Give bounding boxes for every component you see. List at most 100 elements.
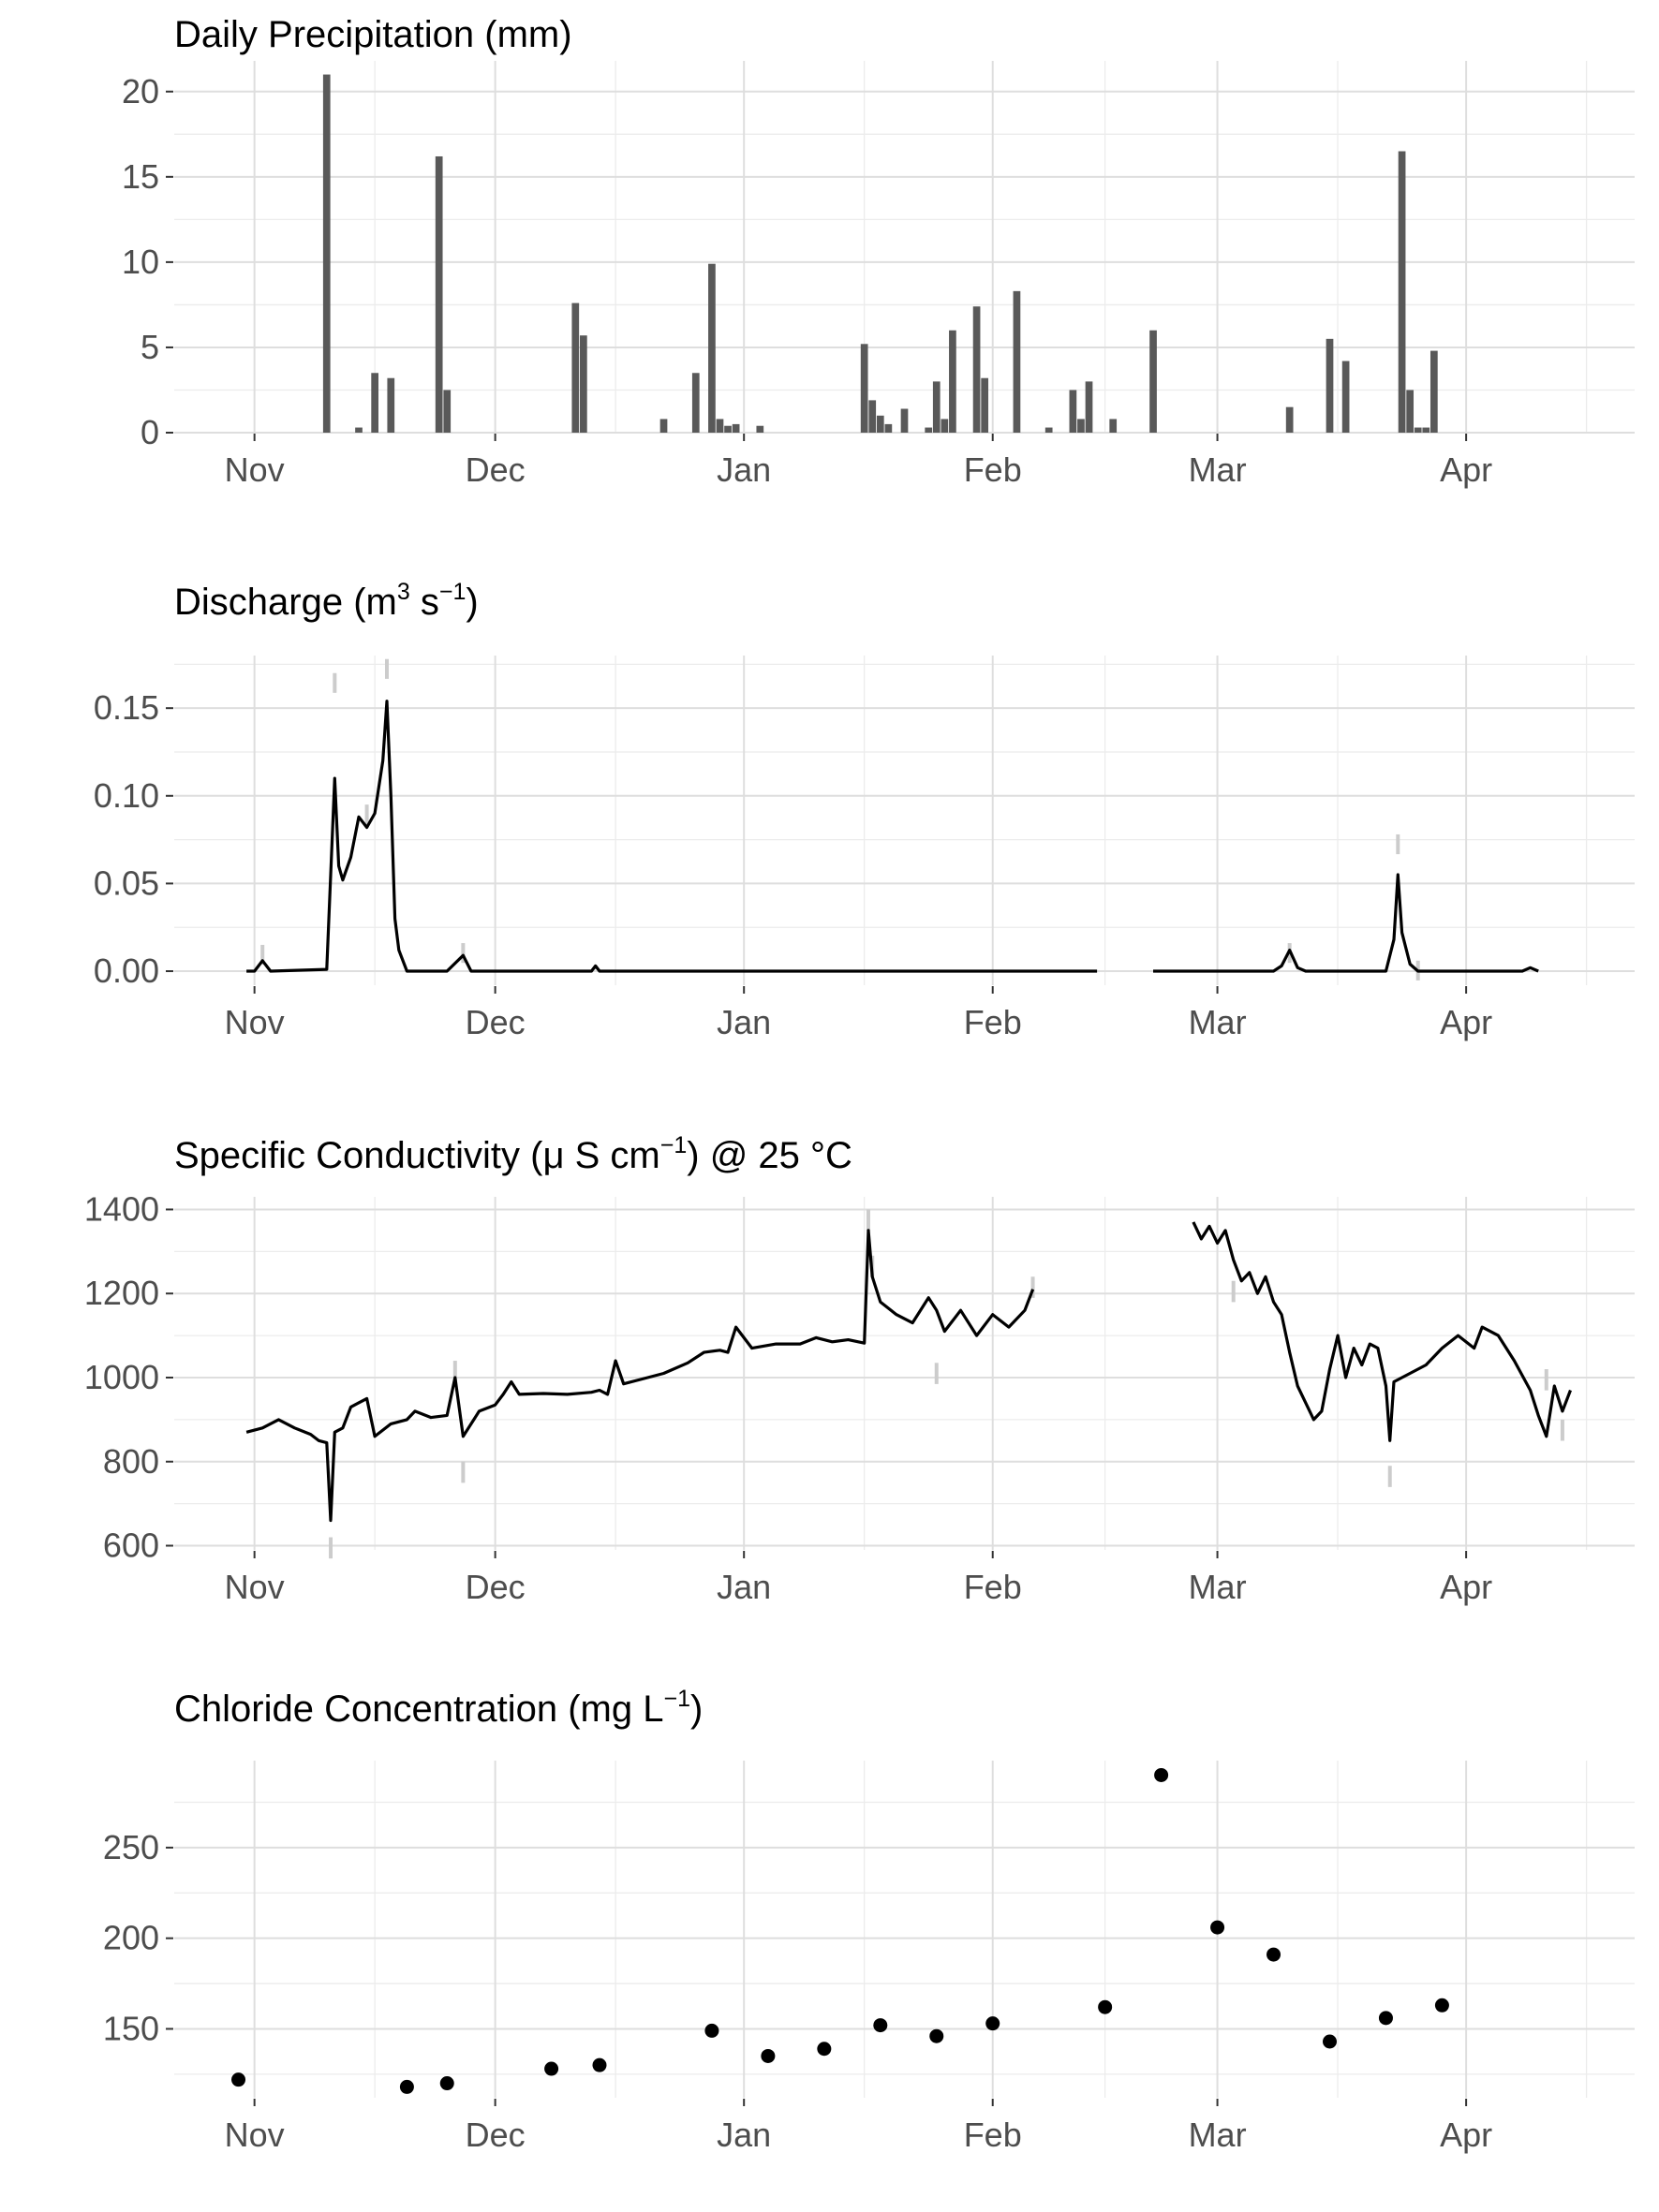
title-superscript: −1 (660, 1132, 688, 1158)
data-point (592, 2057, 607, 2072)
series-line (1153, 873, 1539, 973)
y-tick-label: 0.15 (94, 688, 159, 727)
precip-bar (1285, 406, 1294, 433)
precip-bar (972, 306, 981, 433)
y-tick-label: 5 (141, 328, 159, 366)
title-text: ) (466, 582, 478, 623)
precip-bar (941, 419, 949, 433)
y-tick-label: 0 (141, 413, 159, 451)
x-tick-label: Jan (717, 1003, 771, 1041)
x-tick-label: Nov (225, 1568, 285, 1606)
x-tick-label: Jan (717, 450, 771, 489)
grid (174, 656, 1635, 985)
precip-bar (443, 390, 452, 433)
data-marks (322, 74, 1438, 434)
series-line (1192, 1221, 1572, 1442)
data-point (1266, 1947, 1281, 1962)
title-text: Specific Conductivity (μ S cm (174, 1135, 660, 1176)
title-text: s (410, 582, 439, 623)
precip-bar (691, 373, 700, 433)
data-point (1378, 2011, 1393, 2026)
precip-bar (1341, 361, 1350, 433)
y-tick-label: 15 (122, 157, 159, 196)
y-tick-label: 0.10 (94, 776, 159, 815)
precip-bar (932, 381, 941, 433)
precip-bar (925, 427, 933, 433)
data-point (1154, 1767, 1169, 1782)
precip-bar (1429, 350, 1438, 433)
data-point (817, 2042, 832, 2057)
x-tick-label: Feb (964, 2116, 1022, 2154)
precip-bar (949, 330, 956, 433)
chart-title: Discharge (m3 s−1) (174, 579, 479, 623)
y-tick-label: 10 (122, 243, 159, 281)
data-point (1434, 1998, 1449, 2013)
x-tick-label: Feb (964, 450, 1022, 489)
x-tick-label: Jan (717, 2116, 771, 2154)
x-tick-label: Dec (466, 1568, 526, 1606)
precip-bar (1109, 419, 1118, 433)
y-tick-label: 1000 (84, 1358, 159, 1396)
data-point (399, 2079, 414, 2094)
x-tick-label: Apr (1440, 450, 1492, 489)
title-text: Discharge (m (174, 582, 397, 623)
x-tick-label: Dec (466, 2116, 526, 2154)
data-point (439, 2076, 454, 2091)
title-superscript: −1 (439, 579, 467, 605)
precip-bar (884, 423, 893, 433)
x-tick-label: Apr (1440, 1568, 1492, 1606)
x-tick-label: Apr (1440, 1003, 1492, 1041)
x-tick-label: Mar (1189, 450, 1247, 489)
x-tick-label: Mar (1189, 1568, 1247, 1606)
precipitation-panel: Daily Precipitation (mm) 0 5 10 15 20 Nov Dec Ja… (122, 14, 1635, 489)
precip-bar (1044, 427, 1053, 433)
precip-bar (981, 377, 989, 433)
title-text: ) (690, 1688, 703, 1730)
precip-bar (322, 74, 331, 433)
data-point (929, 2028, 944, 2043)
precip-bar (659, 419, 668, 433)
y-tick-label: 200 (103, 1919, 159, 1957)
x-tick-label: Nov (225, 2116, 285, 2154)
data-point (1322, 2034, 1337, 2049)
precip-bar (1422, 427, 1430, 433)
data-point (231, 2072, 246, 2087)
precip-bar (716, 419, 724, 433)
precip-bar (724, 425, 732, 433)
x-tick-label: Nov (225, 1003, 285, 1041)
y-tick-label: 0.00 (94, 951, 159, 990)
data-point (985, 2016, 1000, 2031)
y-tick-label: 800 (103, 1442, 159, 1481)
precip-bar (732, 423, 740, 433)
data-point (704, 2023, 719, 2038)
grid (174, 61, 1635, 434)
precip-bar (571, 302, 580, 433)
x-tick-label: Dec (466, 1003, 526, 1041)
y-tick-label: 150 (103, 2009, 159, 2047)
precip-bar (756, 425, 764, 433)
precip-bar (1077, 419, 1085, 433)
data-marks (245, 1209, 1572, 1559)
precip-bar (1414, 427, 1422, 433)
precip-bar (435, 155, 443, 434)
series-line (245, 1229, 1035, 1523)
chloride-panel: Chloride Concentration (mg L−1) 150 200 250… (103, 1686, 1635, 2154)
grid (174, 1197, 1635, 1550)
precip-bar (860, 344, 868, 433)
data-point (1210, 1920, 1225, 1935)
x-tick-label: Apr (1440, 2116, 1492, 2154)
precip-bar (868, 400, 877, 433)
data-marks (231, 1767, 1449, 2094)
grid (174, 1761, 1635, 2098)
data-point (873, 2018, 888, 2033)
y-tick-label: 1200 (84, 1274, 159, 1312)
title-superscript: 3 (397, 579, 410, 605)
title-text: Chloride Concentration (mg L (174, 1688, 663, 1730)
discharge-panel: Discharge (m3 s−1) 0.00 0.05 0.10 0.15 Nov Dec… (94, 579, 1635, 1041)
precip-bar (1069, 390, 1077, 433)
precip-bar (1326, 338, 1334, 433)
y-tick-label: 250 (103, 1828, 159, 1866)
precip-bar (371, 373, 379, 433)
title-superscript: −1 (663, 1686, 690, 1712)
